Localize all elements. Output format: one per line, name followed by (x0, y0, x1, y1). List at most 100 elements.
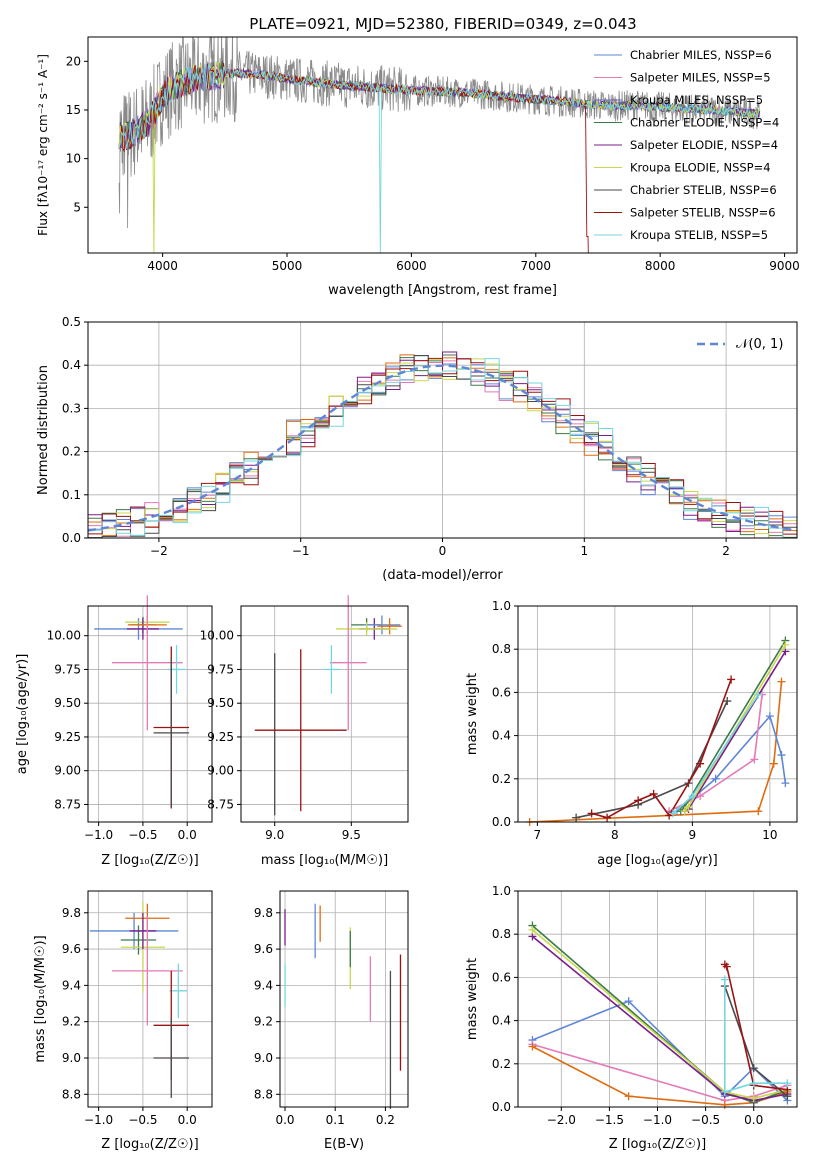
y-tick-label: 8.8 (254, 1087, 273, 1101)
y-tick-label: 9.00 (207, 764, 234, 778)
x-tick-label: 10 (762, 828, 777, 842)
errorbar-frame (279, 890, 409, 1108)
y-tick-label: 9.00 (54, 764, 81, 778)
y-tick-label: 9.50 (54, 696, 81, 710)
y-tick-label: 0.8 (492, 642, 511, 656)
y-tick-label: 20 (66, 54, 81, 68)
y-tick-label: 5 (73, 200, 81, 214)
mass-weight-marker (749, 1094, 758, 1103)
errorbar-points (94, 595, 189, 809)
y-tick-label: 8.75 (207, 797, 234, 811)
mass-weight-marker (680, 807, 689, 816)
mass-weight-marker (723, 697, 732, 706)
y-tick-label: 0.3 (62, 401, 81, 415)
y-tick-label: 0.6 (492, 970, 511, 984)
axis-ticks: 9.0 9.5 8.75 9.00 9.25 9.50 9.75 10.00 (200, 606, 408, 842)
legend-label: Kroupa MILES, NSSP=5 (630, 93, 763, 107)
gaussian-curve (87, 364, 798, 532)
y-tick-label: 0.5 (62, 315, 81, 329)
mass-weight-marker (669, 809, 677, 818)
mass-weight-lines (528, 921, 792, 1109)
spectrum-y-label: Flux [fλ10⁻¹⁷ erg cm⁻² s⁻¹ A⁻¹] (36, 54, 50, 236)
spectrum-frame (87, 36, 798, 254)
mass-weight-marker (769, 759, 778, 768)
mass-weight-marker (688, 792, 697, 801)
mass-weight-marker (720, 1100, 729, 1109)
x-tick-label: 9 (689, 828, 697, 842)
histogram-series-9 (88, 358, 797, 538)
errorbar-frame (240, 605, 409, 823)
axis-ticks: −1.0 −0.5 0.0 8.8 9.0 9.2 9.4 9.6 9.8 (62, 891, 212, 1127)
y-tick-label: 9.6 (62, 942, 81, 956)
mass-weight-marker (777, 677, 786, 686)
x-tick-label: 0.2 (376, 1113, 395, 1127)
axis-ticks: −2.0 −1.5 −1.0 −0.5 0.0 0.0 0.2 0.4 0.6 0.8 1.0 (492, 884, 797, 1127)
x-tick-label: −1.5 (595, 1113, 624, 1127)
y-tick-label: 9.25 (207, 730, 234, 744)
panel-x-label: Z [log₁₀(Z/Z☉)] (101, 853, 198, 868)
x-tick-label: −1.0 (84, 828, 113, 842)
panel-y-label: mass [log₁₀(M/M☉)] (33, 935, 48, 1062)
model-line-6 (118, 60, 760, 253)
x-tick-label: 9.5 (342, 828, 361, 842)
x-tick-label: 1 (580, 544, 588, 558)
mass-weight-marker (696, 792, 705, 801)
legend-label: Kroupa ELODIE, NSSP=4 (630, 161, 771, 175)
histogram-y-label: Normed distribution (36, 365, 51, 495)
mass-weight-marker (727, 675, 736, 684)
y-tick-label: 9.0 (62, 1051, 81, 1065)
errorbar-points (284, 903, 402, 1109)
legend-label: Salpeter STELIB, NSSP=6 (630, 206, 776, 220)
errorbar-frame (87, 605, 213, 823)
x-tick-label: −1.0 (643, 1113, 672, 1127)
y-tick-label: 0.0 (492, 815, 511, 829)
panel-y-label: mass weight (465, 958, 480, 1040)
mass-weight-marker (572, 813, 581, 822)
mass-weight-marker (587, 809, 596, 818)
y-tick-label: 9.8 (62, 906, 81, 920)
spectrum-title: PLATE=0921, MJD=52380, FIBERID=0349, z=0… (249, 15, 636, 33)
y-tick-label: 0.6 (492, 685, 511, 699)
mass-weight-marker (783, 1079, 792, 1088)
x-tick-label: 4000 (147, 259, 178, 273)
legend-label: Salpeter MILES, NSSP=5 (630, 71, 771, 85)
mass-weight-frame (517, 890, 798, 1108)
y-tick-label: 0.8 (492, 927, 511, 941)
mass-weight-marker (754, 690, 763, 699)
mass-weight-series-7 (575, 700, 729, 819)
y-tick-label: 0.2 (492, 772, 511, 786)
mass-weight-marker (634, 796, 643, 805)
x-tick-label: −1.0 (84, 1113, 113, 1127)
mass-weight-marker (603, 813, 612, 822)
mass-weight-marker (781, 779, 790, 788)
mass-weight-series-1 (529, 681, 783, 823)
axis-ticks: 4000 5000 6000 7000 8000 9000 5 10 15 20 (66, 54, 800, 273)
axis-ticks: −1.0 −0.5 0.0 8.75 9.00 9.25 9.50 9.75 10.00 (47, 606, 212, 842)
y-tick-label: 9.4 (62, 978, 81, 992)
panel-x-label: E(B-V) (324, 1137, 364, 1152)
mass-weight-marker (720, 1087, 729, 1096)
histogram-x-label: (data-model)/error (382, 568, 503, 583)
legend-label: Salpeter ELODIE, NSSP=4 (630, 138, 778, 152)
x-tick-label: 0 (439, 544, 447, 558)
mass-weight-frame (517, 605, 798, 823)
mass-weight-marker (750, 755, 759, 764)
y-tick-label: 9.2 (254, 1015, 273, 1029)
mass-weight-series-8 (591, 679, 732, 819)
x-tick-label: 2 (722, 544, 730, 558)
x-tick-label: −0.5 (128, 1113, 157, 1127)
mass-weight-marker (624, 997, 633, 1006)
panel-x-label: Z [log₁₀(Z/Z☉)] (101, 1137, 198, 1152)
mass-weight-series-8 (724, 963, 788, 1091)
legend-label: Chabrier STELIB, NSSP=6 (630, 183, 777, 197)
errorbar-points (89, 901, 189, 1098)
x-tick-label: 8 (611, 828, 619, 842)
axis-ticks: 7 8 9 10 0.0 0.2 0.4 0.6 0.8 1.0 (492, 599, 797, 842)
y-tick-label: 15 (66, 103, 81, 117)
x-tick-label: 0.1 (326, 1113, 345, 1127)
panel-x-label: mass [log₁₀(M/M☉)] (261, 853, 388, 868)
x-tick-label: 9000 (769, 259, 800, 273)
axis-ticks: −2 −1 0 1 2 0.0 0.1 0.2 0.3 0.4 0.5 (62, 315, 797, 558)
y-tick-label: 9.75 (207, 662, 234, 676)
x-tick-label: 9.0 (265, 828, 284, 842)
